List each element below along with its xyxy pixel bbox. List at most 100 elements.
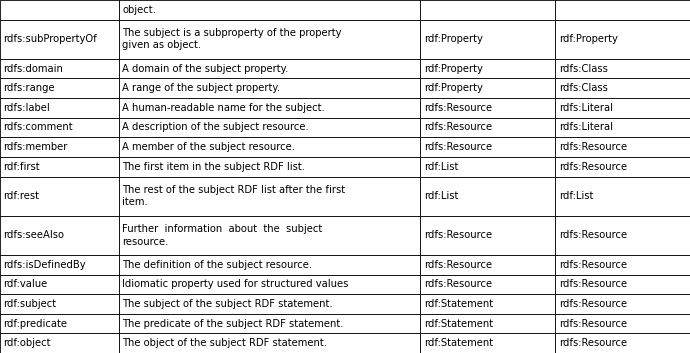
Bar [0,157,119,176]
Bar [0,20,119,59]
Text: rdf:value: rdf:value [3,279,48,289]
Bar [420,255,555,275]
Bar [420,314,555,333]
Bar [555,98,690,118]
Text: rdfs:Resource: rdfs:Resource [559,279,627,289]
Bar [420,294,555,314]
Bar [420,98,555,118]
Text: rdfs:Resource: rdfs:Resource [424,279,492,289]
Text: rdf:Property: rdf:Property [559,34,618,44]
Bar [0,314,119,333]
Bar [420,0,555,20]
Text: resource.: resource. [122,237,168,247]
Bar [555,314,690,333]
Text: rdfs:Resource: rdfs:Resource [559,338,627,348]
Bar [119,333,420,353]
Text: rdfs:Resource: rdfs:Resource [559,142,627,152]
Text: The subject is a subproperty of the property: The subject is a subproperty of the prop… [122,28,342,38]
Bar [555,176,690,216]
Bar [0,333,119,353]
Bar [0,137,119,157]
Text: rdf:Property: rdf:Property [424,83,482,93]
Text: rdfs:domain: rdfs:domain [3,64,63,74]
Text: given as object.: given as object. [122,41,201,50]
Bar [420,118,555,137]
Bar [119,216,420,255]
Text: rdfs:Resource: rdfs:Resource [559,162,627,172]
Bar [0,216,119,255]
Bar [420,275,555,294]
Bar [119,78,420,98]
Text: rdfs:comment: rdfs:comment [3,122,73,132]
Text: A range of the subject property.: A range of the subject property. [122,83,280,93]
Bar [119,118,420,137]
Text: rdf:object: rdf:object [3,338,51,348]
Text: rdfs:range: rdfs:range [3,83,55,93]
Bar [119,294,420,314]
Bar [555,255,690,275]
Bar [420,20,555,59]
Text: rdfs:Resource: rdfs:Resource [424,231,492,240]
Text: A member of the subject resource.: A member of the subject resource. [122,142,295,152]
Bar [555,118,690,137]
Bar [0,78,119,98]
Text: rdfs:seeAlso: rdfs:seeAlso [3,231,64,240]
Bar [0,98,119,118]
Bar [555,78,690,98]
Bar [119,98,420,118]
Bar [0,176,119,216]
Bar [119,59,420,78]
Text: rdfs:Literal: rdfs:Literal [559,103,613,113]
Bar [119,176,420,216]
Text: rdf:predicate: rdf:predicate [3,319,68,329]
Text: rdfs:Class: rdfs:Class [559,64,608,74]
Bar [119,137,420,157]
Text: The subject of the subject RDF statement.: The subject of the subject RDF statement… [122,299,333,309]
Bar [420,333,555,353]
Text: rdf:Statement: rdf:Statement [424,319,493,329]
Text: rdfs:Class: rdfs:Class [559,83,608,93]
Bar [555,0,690,20]
Text: rdfs:Resource: rdfs:Resource [559,319,627,329]
Text: The object of the subject RDF statement.: The object of the subject RDF statement. [122,338,327,348]
Text: rdfs:subPropertyOf: rdfs:subPropertyOf [3,34,97,44]
Bar [555,20,690,59]
Bar [420,78,555,98]
Text: A human-readable name for the subject.: A human-readable name for the subject. [122,103,325,113]
Text: rdf:Property: rdf:Property [424,64,482,74]
Text: Further  information  about  the  subject: Further information about the subject [122,224,322,234]
Text: rdfs:Resource: rdfs:Resource [559,299,627,309]
Text: rdfs:Resource: rdfs:Resource [559,231,627,240]
Bar [0,0,119,20]
Bar [119,157,420,176]
Text: rdf:List: rdf:List [424,162,458,172]
Bar [555,59,690,78]
Text: A domain of the subject property.: A domain of the subject property. [122,64,288,74]
Text: The predicate of the subject RDF statement.: The predicate of the subject RDF stateme… [122,319,344,329]
Text: The first item in the subject RDF list.: The first item in the subject RDF list. [122,162,305,172]
Text: rdf:List: rdf:List [424,191,458,201]
Bar [0,255,119,275]
Bar [119,314,420,333]
Bar [555,216,690,255]
Bar [0,294,119,314]
Bar [420,157,555,176]
Bar [119,0,420,20]
Bar [420,137,555,157]
Bar [555,333,690,353]
Bar [420,176,555,216]
Text: rdfs:Resource: rdfs:Resource [424,103,492,113]
Text: rdfs:Resource: rdfs:Resource [424,260,492,270]
Text: rdf:Statement: rdf:Statement [424,299,493,309]
Text: rdf:List: rdf:List [559,191,593,201]
Text: A description of the subject resource.: A description of the subject resource. [122,122,309,132]
Bar [119,20,420,59]
Text: item.: item. [122,197,148,207]
Bar [0,118,119,137]
Text: rdf:rest: rdf:rest [3,191,39,201]
Text: rdfs:member: rdfs:member [3,142,68,152]
Text: The rest of the subject RDF list after the first: The rest of the subject RDF list after t… [122,185,345,195]
Text: rdfs:label: rdfs:label [3,103,50,113]
Text: object.: object. [122,5,156,15]
Bar [555,157,690,176]
